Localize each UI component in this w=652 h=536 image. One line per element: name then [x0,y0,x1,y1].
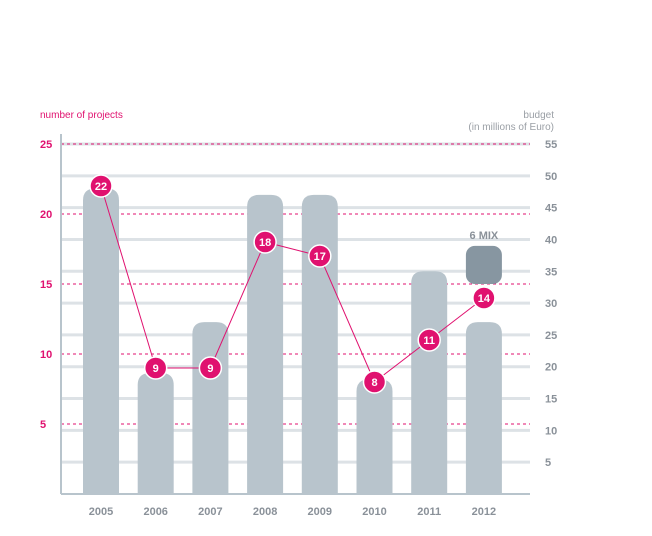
marker-label-2007: 9 [207,363,213,375]
marker-label-2010: 8 [371,377,377,389]
marker-2012 [472,286,496,310]
marker-2006 [143,356,168,380]
right-tick-45: 45 [545,203,557,215]
grid-left-lines [61,143,530,425]
right-tick-labels: 5 10 15 20 25 30 35 40 45 50 55 [545,139,557,469]
right-tick-5: 5 [545,457,551,469]
right-tick-30: 30 [545,298,557,310]
annotation-label: 6 MIX [470,230,499,242]
left-tick-labels: 5 10 15 20 25 [40,139,52,431]
right-axis-subtitle: (in millions of Euro) [468,122,554,133]
marker-label-2005: 22 [95,181,107,193]
left-axis-title: number of projects [40,110,123,121]
marker-2009 [308,244,332,268]
marker-label-2011: 11 [423,335,435,347]
right-tick-25: 25 [545,330,557,342]
right-tick-10: 10 [545,425,557,437]
left-tick-25: 25 [40,139,52,151]
marker-label-2008: 18 [259,237,271,249]
project-line: 22 9 9 18 17 8 11 14 [89,174,496,394]
bar-2010 [356,379,393,494]
right-tick-50: 50 [545,171,557,183]
right-tick-35: 35 [545,266,557,278]
marker-2005 [89,174,113,198]
category-label-2011: 2011 [417,506,441,518]
bar-2008 [247,194,284,494]
right-axis-title: budget [523,110,554,121]
left-tick-15: 15 [40,279,52,291]
category-label-2010: 2010 [362,506,386,518]
bar-2007 [192,322,229,494]
left-tick-10: 10 [40,349,52,361]
category-label-2012: 2012 [472,506,496,518]
marker-2007 [198,356,223,380]
right-tick-40: 40 [545,234,557,246]
category-label-2008: 2008 [253,506,277,518]
right-tick-55: 55 [545,139,557,151]
marker-2010 [362,370,387,394]
marker-label-2012: 14 [478,293,491,305]
marker-label-2006: 9 [153,363,159,375]
left-tick-5: 5 [40,419,46,431]
annotation-block [465,245,502,284]
category-label-2006: 2006 [143,506,167,518]
axes [60,134,530,495]
bars [83,188,502,494]
bar-2009 [301,194,338,494]
category-label-2005: 2005 [89,506,113,518]
marker-2011 [417,328,441,352]
marker-2008 [253,230,277,254]
grid-right-lines [61,142,530,464]
bar-2012 [465,322,502,494]
bar-2011 [411,271,448,494]
category-label-2007: 2007 [198,506,222,518]
bar-2005 [83,188,119,494]
annotation: 6 MIX [465,230,502,284]
category-labels: 2005 2006 2007 2008 2009 2010 2011 2012 [89,506,496,518]
right-tick-20: 20 [545,362,557,374]
bar-2006 [137,373,174,494]
right-tick-15: 15 [545,394,557,406]
marker-label-2009: 17 [314,251,326,263]
left-tick-20: 20 [40,209,52,221]
category-label-2009: 2009 [308,506,332,518]
